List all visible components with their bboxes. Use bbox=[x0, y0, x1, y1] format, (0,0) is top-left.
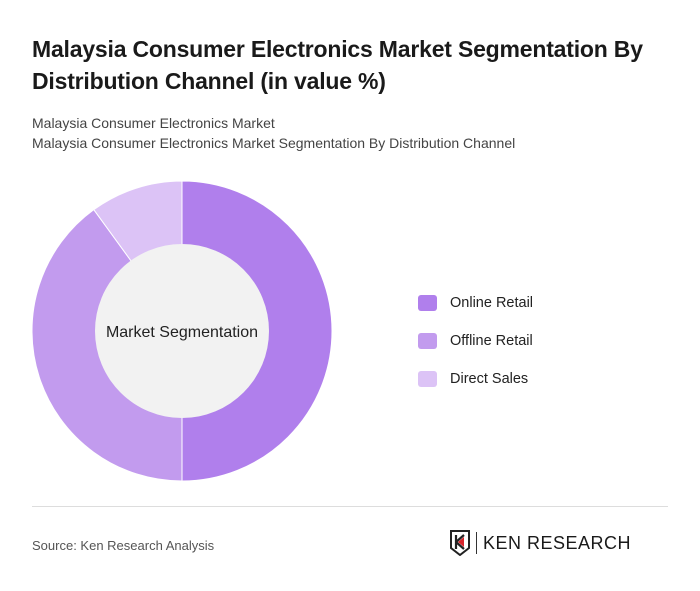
subtitle-market: Malaysia Consumer Electronics Market bbox=[32, 115, 275, 131]
legend-swatch bbox=[418, 333, 437, 349]
legend-item-online-retail: Online Retail bbox=[418, 284, 533, 322]
ken-research-logo: KEN RESEARCH bbox=[449, 530, 631, 556]
legend-item-direct-sales: Direct Sales bbox=[418, 360, 533, 398]
legend-swatch bbox=[418, 295, 437, 311]
center-label: Market Segmentation bbox=[106, 324, 258, 341]
legend-swatch bbox=[418, 371, 437, 387]
logo-text: KEN RESEARCH bbox=[483, 532, 632, 553]
subtitle-segmentation: Malaysia Consumer Electronics Market Seg… bbox=[32, 135, 516, 151]
logo-divider bbox=[476, 532, 477, 554]
source-note: Source: Ken Research Analysis bbox=[32, 538, 215, 553]
legend-label: Online Retail bbox=[450, 295, 534, 311]
chart-header: Malaysia Consumer Electronics Market Seg… bbox=[32, 33, 682, 153]
legend-label: Offline Retail bbox=[450, 333, 533, 349]
chart-title: Malaysia Consumer Electronics Market Seg… bbox=[32, 36, 643, 94]
divider bbox=[32, 506, 668, 507]
logo-shield-icon bbox=[450, 530, 470, 556]
legend: Online Retail Offline Retail Direct Sale… bbox=[418, 284, 533, 398]
donut-hole bbox=[95, 244, 269, 418]
legend-item-offline-retail: Offline Retail bbox=[418, 322, 533, 360]
legend-label: Direct Sales bbox=[450, 371, 529, 387]
